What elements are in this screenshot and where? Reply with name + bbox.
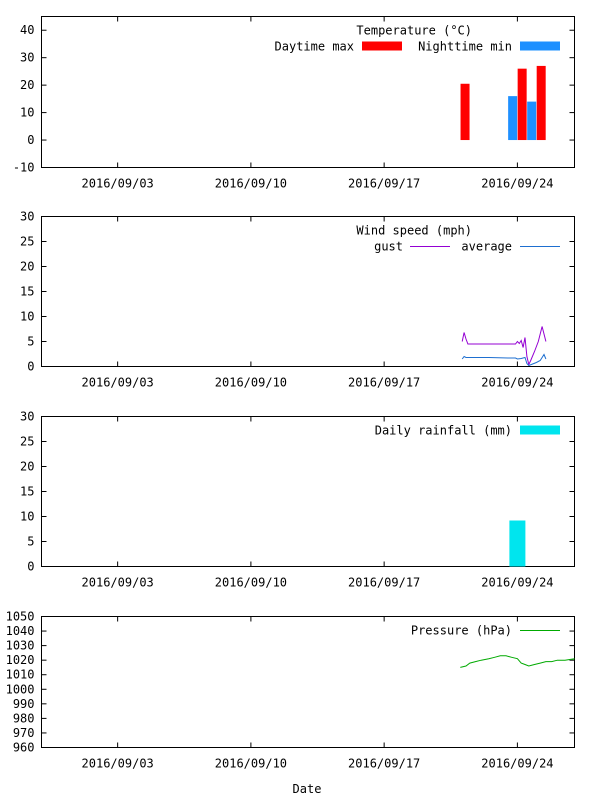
legend-label: average — [461, 240, 512, 254]
plot-frame — [41, 616, 575, 748]
x-tick-label: 2016/09/24 — [481, 576, 553, 590]
panel-title: Temperature (°C) — [356, 24, 472, 38]
y-tick-label: 20 — [20, 460, 34, 474]
x-tick-label: 2016/09/10 — [215, 576, 287, 590]
y-tick-label: 30 — [20, 410, 34, 424]
y-tick-label: 0 — [27, 133, 34, 147]
plot-frame — [41, 416, 575, 567]
legend-label: Daily rainfall (mm) — [375, 424, 512, 438]
legend-label: Nighttime min — [418, 40, 512, 54]
y-tick-label: 970 — [13, 726, 35, 740]
bar-daily-rainfall-mm- — [509, 520, 526, 567]
y-tick-label: 5 — [27, 335, 34, 349]
legend-label: Pressure (hPa) — [411, 624, 512, 638]
y-tick-label: 1000 — [6, 682, 35, 696]
x-tick-label: 2016/09/03 — [82, 177, 154, 191]
y-tick-label: 5 — [27, 535, 34, 549]
series-line-pressure-hpa- — [460, 655, 575, 668]
y-tick-label: 0 — [27, 360, 34, 374]
y-tick-label: 1030 — [6, 639, 35, 653]
bar-nighttime-min — [527, 101, 537, 141]
y-tick-label: 30 — [20, 51, 34, 65]
x-tick-label: 2016/09/10 — [215, 177, 287, 191]
x-tick-label: 2016/09/03 — [82, 576, 154, 590]
panel-temp: -10 0 10 20 30 40 2016/09/03 2016/09/10 2016/09/… — [13, 16, 575, 191]
y-tick-label: 30 — [20, 210, 34, 224]
bar-daytime-max — [460, 83, 470, 141]
y-tick-label: 1040 — [6, 624, 35, 638]
legend-swatch — [362, 41, 402, 51]
y-tick-label: 980 — [13, 711, 35, 725]
y-tick-label: 10 — [20, 310, 34, 324]
y-tick-label: 990 — [13, 697, 35, 711]
legend-swatch — [520, 41, 560, 51]
y-tick-label: 20 — [20, 260, 34, 274]
y-tick-label: 40 — [20, 23, 34, 37]
series-line-gust — [461, 326, 547, 366]
x-tick-label: 2016/09/24 — [481, 376, 553, 390]
plot-frame — [41, 16, 575, 168]
bar-daytime-max — [517, 68, 527, 141]
y-tick-label: -10 — [13, 161, 35, 175]
x-tick-label: 2016/09/10 — [215, 757, 287, 771]
y-tick-label: 20 — [20, 78, 34, 92]
x-tick-label: 2016/09/24 — [481, 177, 553, 191]
x-tick-label: 2016/09/17 — [348, 376, 420, 390]
y-tick-label: 960 — [13, 741, 35, 755]
x-axis-label: Date — [293, 782, 322, 796]
x-tick-label: 2016/09/03 — [82, 376, 154, 390]
y-tick-label: 0 — [27, 560, 34, 574]
y-tick-label: 15 — [20, 485, 34, 499]
x-tick-label: 2016/09/17 — [348, 757, 420, 771]
legend-label: Daytime max — [275, 40, 354, 54]
x-tick-label: 2016/09/17 — [348, 576, 420, 590]
y-tick-label: 1050 — [6, 610, 35, 624]
series-line-average — [461, 353, 547, 367]
legend-swatch — [520, 425, 560, 435]
legend-label: gust — [374, 240, 403, 254]
x-tick-label: 2016/09/03 — [82, 757, 154, 771]
panel-title: Wind speed (mph) — [356, 224, 472, 238]
panel-wind: 0 5 10 15 20 25 30 2016/09/03 2016/09/10 2016/09/… — [20, 210, 575, 390]
x-tick-label: 2016/09/24 — [481, 757, 553, 771]
bar-daytime-max — [536, 65, 546, 141]
y-tick-label: 1020 — [6, 653, 35, 667]
x-tick-label: 2016/09/17 — [348, 177, 420, 191]
y-tick-label: 10 — [20, 106, 34, 120]
panel-rain: 0 5 10 15 20 25 30 2016/09/03 2016/09/10 2016/09/… — [20, 410, 575, 590]
y-tick-label: 1010 — [6, 668, 35, 682]
bar-nighttime-min — [508, 96, 518, 141]
y-tick-label: 15 — [20, 285, 34, 299]
x-tick-label: 2016/09/10 — [215, 376, 287, 390]
y-tick-label: 10 — [20, 510, 34, 524]
y-tick-label: 25 — [20, 235, 34, 249]
y-tick-label: 25 — [20, 435, 34, 449]
